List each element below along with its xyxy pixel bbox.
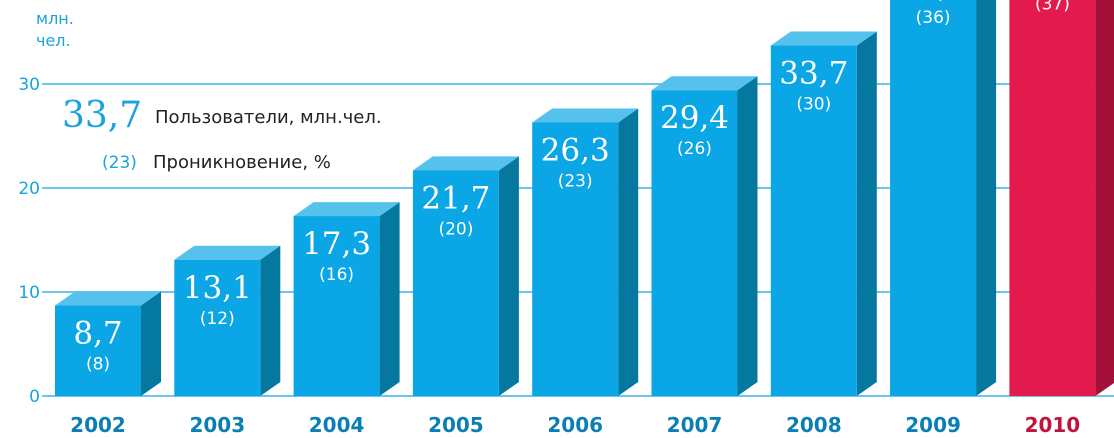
bar-2009: 42,0 (36) (890, 0, 997, 396)
x-tick-label-2008: 2008 (786, 413, 842, 437)
x-tick-label-2010: 2010 (1025, 413, 1081, 437)
bar-penetration-label-2007: (26) (677, 139, 712, 159)
bar-front-2008 (770, 45, 857, 397)
bars: 8,7(8)13,1(12)17,3(16)21,7(20)26,3(23)29… (55, 0, 1114, 397)
bar-front-2007 (651, 90, 738, 397)
bar-2002: 8,7(8) (55, 291, 161, 396)
bar-top-2008 (770, 31, 877, 46)
bar-side-2009 (976, 0, 997, 396)
x-tick-label-2003: 2003 (189, 413, 245, 437)
bar-2007: 29,4 (26) (651, 76, 758, 397)
bar-value-label-2008: 33,7 (779, 56, 848, 92)
bar-value-label-2005: 21,7 (421, 180, 490, 216)
bar-value-label-2003: 13,1 (183, 270, 252, 306)
bar-top-2007 (651, 76, 758, 91)
bar-2003: 13,1 (12) (174, 245, 281, 396)
bar-penetration-label-2003: (12) (200, 309, 235, 329)
bar-side-2005 (498, 156, 519, 396)
x-tick-label-2007: 2007 (667, 413, 723, 437)
bar-value-label-2007: 29,4 (660, 100, 729, 136)
bar-top-2005 (412, 156, 519, 171)
bar-top-2002 (55, 291, 161, 306)
x-tick-label-2006: 2006 (547, 413, 603, 437)
legend-value-example: 33,7 (62, 95, 142, 136)
bar-value-label-2004: 17,3 (302, 226, 371, 262)
x-tick-label-2002: 2002 (70, 413, 126, 437)
y-tick-label-20: 20 (18, 179, 40, 199)
bar-front-2009 (890, 0, 977, 396)
legend-pct-example: (23) (102, 153, 137, 173)
bar-front-2006 (532, 122, 619, 396)
bar-side-2006 (618, 108, 639, 396)
bar-penetration-label-2004: (16) (319, 265, 354, 285)
bar-side-2007 (737, 76, 758, 397)
legend: 33,7 Пользователи, млн.чел. (23) Проникн… (62, 95, 382, 173)
bar-penetration-label-2005: (20) (438, 219, 473, 239)
bar-top-2004 (293, 202, 400, 217)
y-unit-line-2: чел. (36, 31, 71, 50)
bar-2004: 17,3 (16) (293, 202, 400, 396)
y-unit-line-1: млн. (36, 9, 74, 28)
legend-pct-text: Проникновение, % (153, 152, 331, 173)
bar-front-2010 (1009, 0, 1096, 397)
bar-front-2002 (55, 305, 141, 396)
bar-top-2006 (532, 108, 639, 123)
bar-penetration-label-2010: (37) (1035, 0, 1070, 15)
x-tick-label-2005: 2005 (428, 413, 484, 437)
bar-front-2004 (293, 216, 380, 396)
bar-side-2004 (379, 202, 400, 396)
bar-2006: 26,3 (23) (532, 108, 639, 396)
bar-penetration-label-2002: (8) (86, 355, 110, 375)
x-tick-label-2009: 2009 (905, 413, 961, 437)
y-tick-label-30: 30 (18, 75, 40, 95)
bar-side-2003 (260, 245, 281, 396)
bar-penetration-label-2006: (23) (558, 171, 593, 191)
bar-2008: 33,7 (30) (770, 31, 877, 397)
bar-value-label-2002: 8,7 (73, 316, 122, 352)
bar-penetration-label-2009: (36) (916, 8, 951, 28)
bar-front-2005 (412, 170, 499, 396)
bar-side-2010 (1095, 0, 1114, 396)
legend-value-text: Пользователи, млн.чел. (155, 107, 382, 128)
bar-front-2003 (174, 259, 261, 396)
bar-value-label-2009: 42,0 (899, 0, 968, 5)
y-tick-label-10: 10 (18, 283, 40, 303)
bar-side-2008 (856, 31, 877, 397)
bar-penetration-label-2008: (30) (796, 95, 831, 115)
bar-2005: 21,7 (20) (412, 156, 519, 396)
bar-top-2003 (174, 245, 281, 260)
x-axis-years: 2002 2003 2004 2005 2006 2007 2008 2009 2010 (70, 413, 1080, 437)
bar-value-label-2006: 26,3 (541, 132, 610, 168)
y-tick-label-0: 0 (29, 387, 40, 407)
bar-2010: 43,3(37) (1009, 0, 1114, 397)
x-tick-label-2004: 2004 (309, 413, 365, 437)
bar-side-2002 (141, 291, 161, 396)
y-axis-ticks: 0 10 20 30 (18, 75, 40, 407)
